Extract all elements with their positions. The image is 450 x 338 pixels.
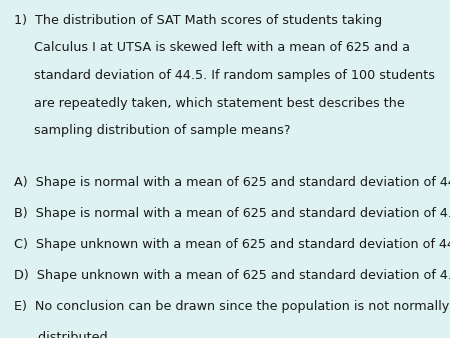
Text: E)  No conclusion can be drawn since the population is not normally: E) No conclusion can be drawn since the … (14, 300, 449, 313)
Text: standard deviation of 44.5. If random samples of 100 students: standard deviation of 44.5. If random sa… (14, 69, 435, 82)
Text: 1)  The distribution of SAT Math scores of students taking: 1) The distribution of SAT Math scores o… (14, 14, 382, 26)
Text: D)  Shape unknown with a mean of 625 and standard deviation of 4.45.: D) Shape unknown with a mean of 625 and … (14, 269, 450, 282)
Text: Calculus I at UTSA is skewed left with a mean of 625 and a: Calculus I at UTSA is skewed left with a… (14, 41, 410, 54)
Text: distributed.: distributed. (14, 331, 111, 338)
Text: A)  Shape is normal with a mean of 625 and standard deviation of 44.5.: A) Shape is normal with a mean of 625 an… (14, 176, 450, 189)
Text: C)  Shape unknown with a mean of 625 and standard deviation of 44.5.: C) Shape unknown with a mean of 625 and … (14, 238, 450, 251)
Text: sampling distribution of sample means?: sampling distribution of sample means? (14, 124, 290, 137)
Text: are repeatedly taken, which statement best describes the: are repeatedly taken, which statement be… (14, 97, 404, 110)
Text: B)  Shape is normal with a mean of 625 and standard deviation of 4.45.: B) Shape is normal with a mean of 625 an… (14, 207, 450, 220)
